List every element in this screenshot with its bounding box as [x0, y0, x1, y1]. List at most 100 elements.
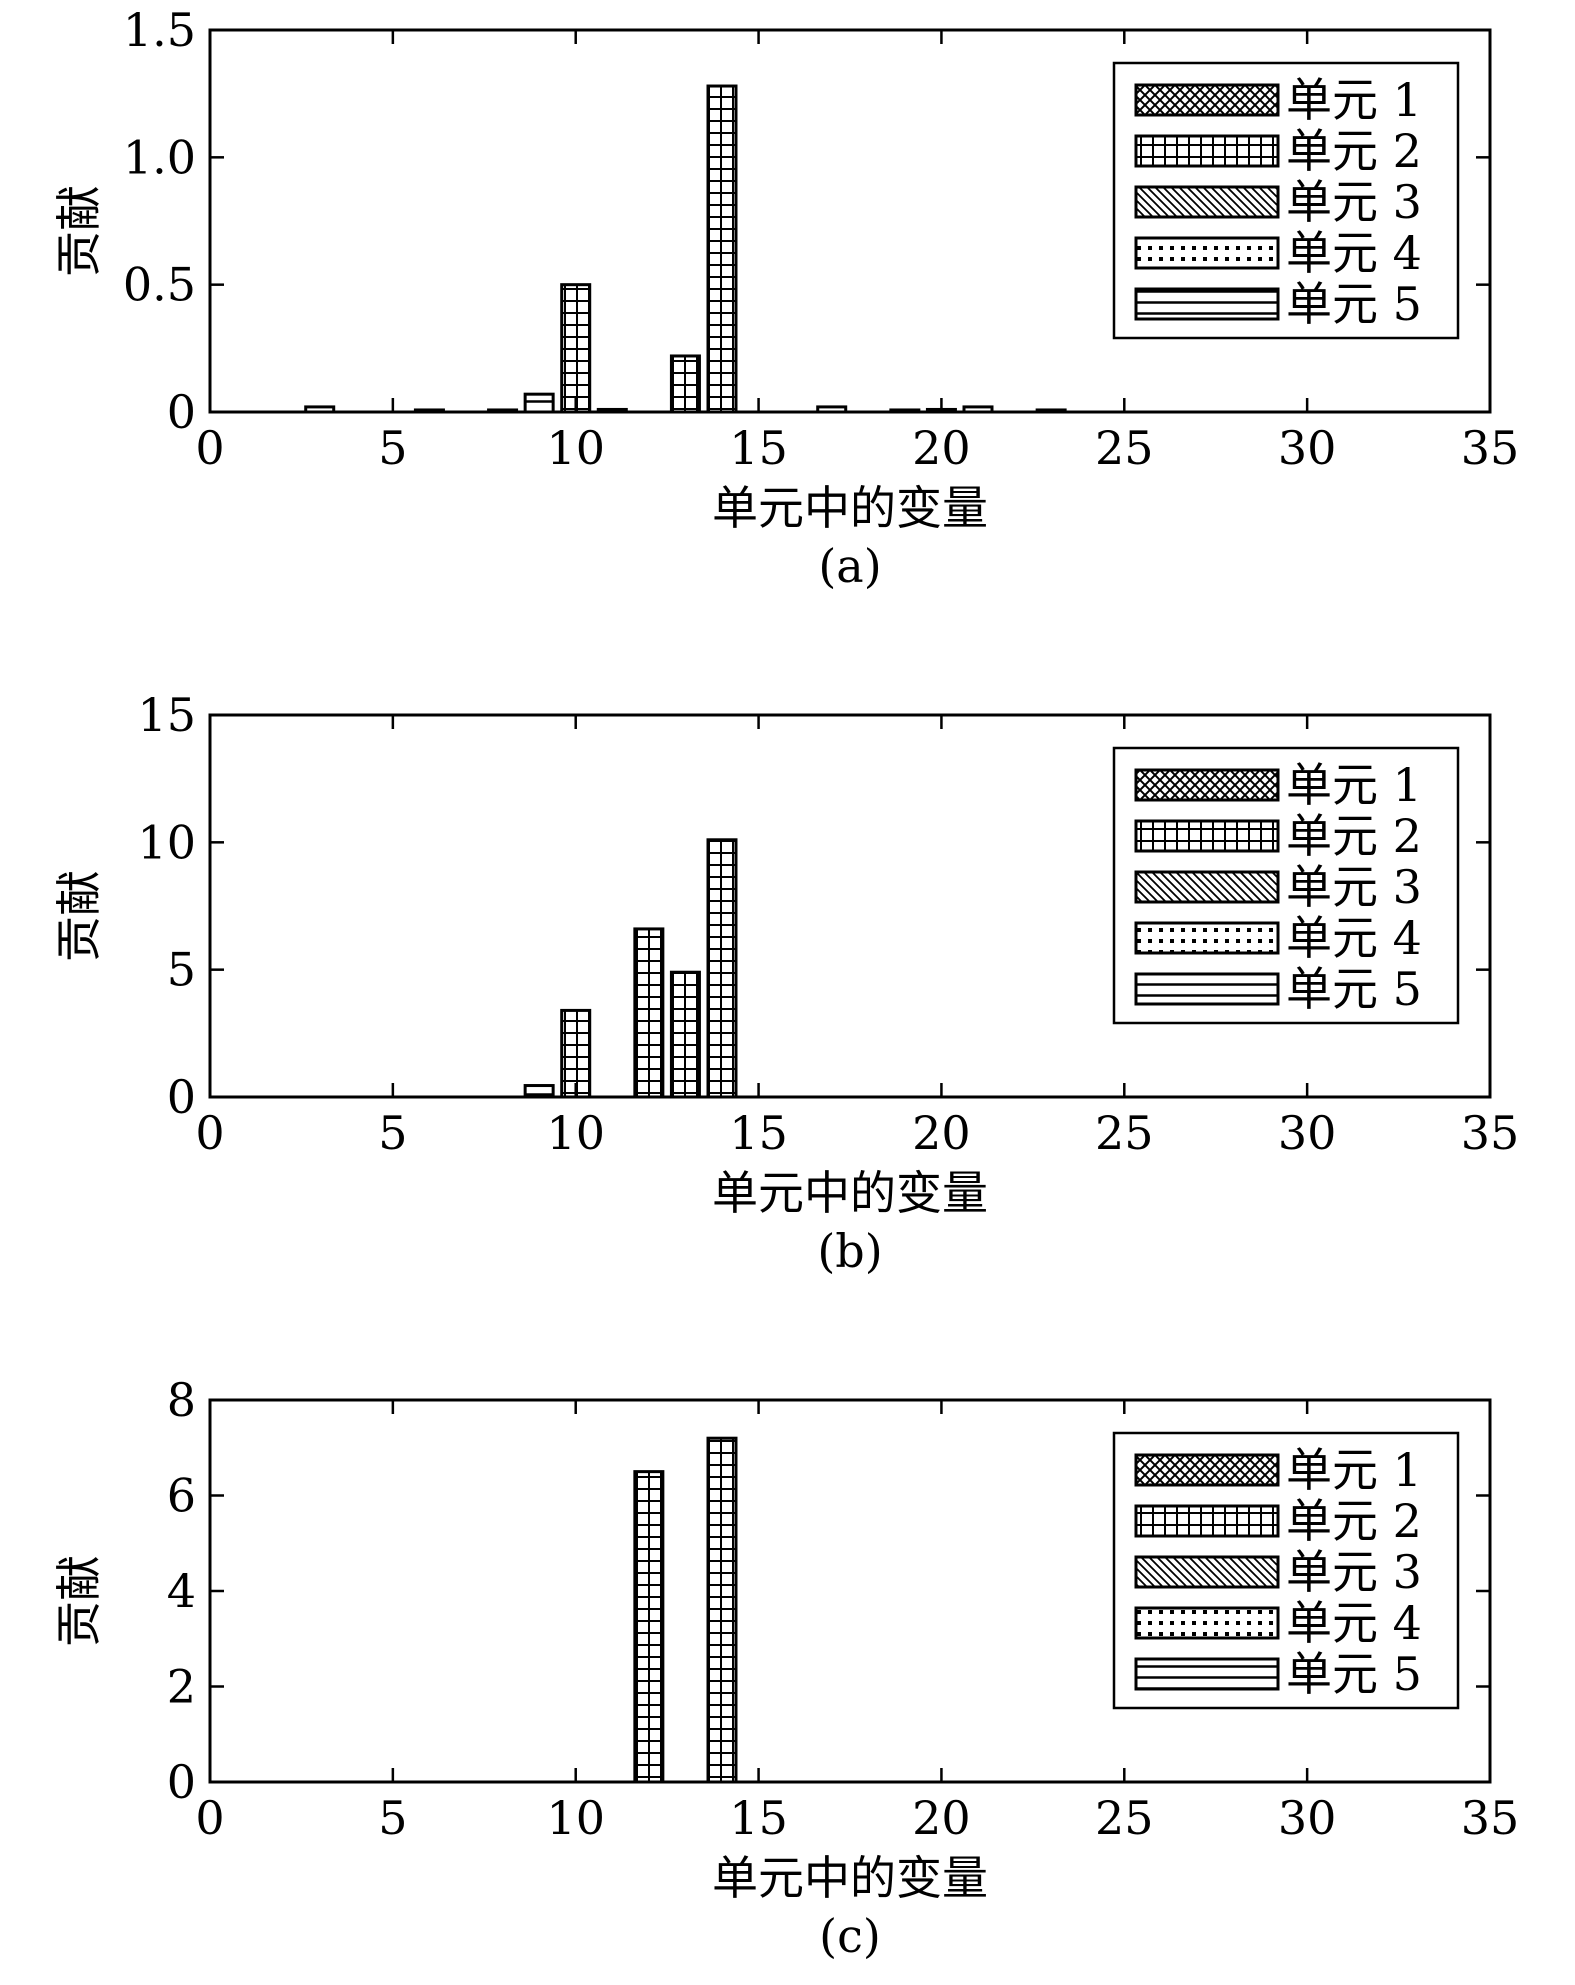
legend-label-unit-1: 单元 1	[1286, 73, 1422, 127]
x-tick-label: 0	[195, 1791, 224, 1845]
y-ticks-c: 0 2 4 6 8	[167, 1373, 1490, 1809]
bar-unit-2-x12	[633, 1470, 665, 1784]
legend-entry-unit-3: 单元 3	[1134, 860, 1422, 914]
x-tick-label: 20	[912, 1106, 971, 1160]
chart-b: 0 5 10 15 20 25 30 35 0 5 10 15 单元中的变量 贡献 (b) 单元 1…	[52, 688, 1519, 1278]
x-ticks-a: 0 5 10 15 20 25 30 35	[195, 30, 1519, 475]
x-tick-label: 20	[912, 421, 971, 475]
x-tick-label: 10	[546, 1106, 605, 1160]
x-tick-label: 0	[195, 1106, 224, 1160]
legend-label-unit-3: 单元 3	[1286, 1545, 1422, 1599]
legend-label-unit-4: 单元 4	[1286, 226, 1422, 280]
y-tick-label: 10	[137, 815, 196, 869]
chart-a: 0 5 10 15 20 25 30 35 00.51.01.5 单元中的变量 贡献 (a) …	[52, 3, 1519, 593]
y-tick-label: 0	[167, 385, 196, 439]
x-tick-label: 35	[1461, 421, 1520, 475]
x-tick-label: 30	[1278, 1791, 1337, 1845]
legend-swatch-unit-5	[1134, 972, 1280, 1006]
legend-swatch-unit-1	[1134, 768, 1280, 802]
x-tick-label: 35	[1461, 1106, 1520, 1160]
bar-unit-2-x13	[669, 970, 701, 1099]
legend-label-unit-5: 单元 5	[1286, 277, 1422, 331]
legend-swatch-unit-1	[1134, 83, 1280, 117]
legend-label-unit-2: 单元 2	[1286, 124, 1422, 178]
legend-entry-unit-4: 单元 4	[1134, 911, 1422, 965]
legend-label-unit-4: 单元 4	[1286, 1596, 1422, 1650]
x-tick-label: 30	[1278, 1106, 1337, 1160]
legend-swatch-unit-4	[1134, 1606, 1280, 1640]
y-axis-label-b: 贡献	[52, 870, 106, 962]
legend-entry-unit-5: 单元 5	[1134, 277, 1422, 331]
y-tick-label: 15	[137, 688, 196, 742]
plot-frame-b	[208, 713, 1492, 1099]
y-tick-label: 1.5	[123, 3, 196, 57]
y-tick-label: 2	[167, 1660, 196, 1714]
y-tick-label: 6	[167, 1469, 196, 1523]
legend-entry-unit-1: 单元 1	[1134, 73, 1422, 127]
legend-entry-unit-5: 单元 5	[1134, 1647, 1422, 1701]
x-tick-label: 0	[195, 421, 224, 475]
bars-c	[633, 1436, 738, 1784]
x-tick-label: 25	[1095, 1106, 1154, 1160]
legend-entry-unit-4: 单元 4	[1134, 1596, 1422, 1650]
x-tick-label: 5	[378, 421, 407, 475]
legend-entry-unit-5: 单元 5	[1134, 962, 1422, 1016]
legend-label-unit-5: 单元 5	[1286, 1647, 1422, 1701]
legend-swatch-unit-5	[1134, 1657, 1280, 1691]
bars-a	[304, 84, 1067, 414]
x-ticks-c: 0 5 10 15 20 25 30 35	[195, 1400, 1519, 1845]
legend-a: 单元 1 单元 2 单元 3 单元 4 单元 5	[1112, 61, 1460, 340]
chart-c: 0 5 10 15 20 25 30 35 0 2 4 6 8 单元中的变量 贡献 (c) 单元 1 …	[52, 1373, 1519, 1963]
legend-label-unit-3: 单元 3	[1286, 175, 1422, 229]
legend-entry-unit-3: 单元 3	[1134, 1545, 1422, 1599]
legend-swatch-unit-2	[1134, 819, 1280, 853]
legend-label-unit-5: 单元 5	[1286, 962, 1422, 1016]
x-tick-label: 35	[1461, 1791, 1520, 1845]
x-tick-label: 20	[912, 1791, 971, 1845]
y-tick-label: 0	[167, 1070, 196, 1124]
x-axis-label-a: 单元中的变量	[712, 481, 988, 535]
legend-entry-unit-1: 单元 1	[1134, 758, 1422, 812]
x-tick-label: 10	[546, 1791, 605, 1845]
legend-label-unit-4: 单元 4	[1286, 911, 1422, 965]
x-tick-label: 5	[378, 1106, 407, 1160]
caption-b: (b)	[817, 1224, 882, 1278]
bar-unit-2-x10	[560, 283, 592, 414]
legend-label-unit-3: 单元 3	[1286, 860, 1422, 914]
legend-entry-unit-4: 单元 4	[1134, 226, 1422, 280]
y-axis-label-a: 贡献	[52, 185, 106, 277]
bar-unit-2-x13	[669, 354, 701, 414]
x-ticks-b: 0 5 10 15 20 25 30 35	[195, 715, 1519, 1160]
legend-c: 单元 1 单元 2 单元 3 单元 4 单元 5	[1112, 1431, 1460, 1710]
legend-label-unit-2: 单元 2	[1286, 1494, 1422, 1548]
y-axis-label-c: 贡献	[52, 1555, 106, 1647]
bars-b	[523, 838, 738, 1099]
x-axis-label-c: 单元中的变量	[712, 1851, 988, 1905]
y-tick-label: 4	[167, 1564, 196, 1618]
legend-entry-unit-2: 单元 2	[1134, 809, 1422, 863]
x-tick-label: 15	[729, 421, 788, 475]
bar-unit-2-x14	[706, 1436, 738, 1784]
y-tick-label: 0	[167, 1755, 196, 1809]
y-tick-label: 8	[167, 1373, 196, 1427]
legend-label-unit-2: 单元 2	[1286, 809, 1422, 863]
x-tick-label: 30	[1278, 421, 1337, 475]
x-tick-label: 25	[1095, 1791, 1154, 1845]
y-tick-label: 0.5	[123, 258, 196, 312]
legend-swatch-unit-3	[1134, 185, 1280, 219]
legend-swatch-unit-4	[1134, 921, 1280, 955]
legend-swatch-unit-5	[1134, 287, 1280, 321]
legend-swatch-unit-1	[1134, 1453, 1280, 1487]
legend-swatch-unit-3	[1134, 870, 1280, 904]
y-ticks-b: 0 5 10 15	[137, 688, 1490, 1124]
caption-a: (a)	[818, 539, 881, 593]
x-axis-label-b: 单元中的变量	[712, 1166, 988, 1220]
plot-frame-a	[208, 28, 1492, 414]
x-tick-label: 5	[378, 1791, 407, 1845]
y-tick-label: 1.0	[123, 130, 196, 184]
bar-unit-2-x14	[706, 838, 738, 1099]
legend-swatch-unit-3	[1134, 1555, 1280, 1589]
bar-unit-2-x12	[633, 927, 665, 1099]
bar-unit-2-x14	[706, 84, 738, 414]
